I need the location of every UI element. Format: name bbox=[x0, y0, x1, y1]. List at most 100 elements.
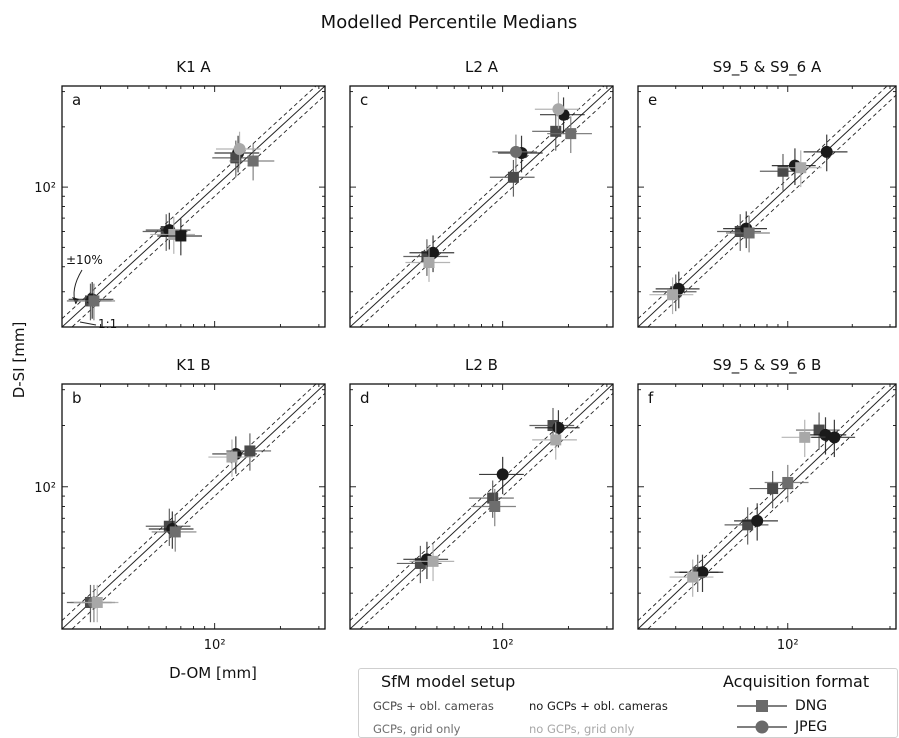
dng-square-marker bbox=[168, 228, 180, 240]
dng-square-marker bbox=[767, 483, 779, 495]
plot-area-c bbox=[350, 86, 613, 327]
plot-area-d bbox=[350, 384, 613, 629]
dng-square-marker bbox=[777, 165, 789, 177]
identity-line bbox=[350, 86, 613, 327]
jpeg-circle-marker bbox=[552, 103, 565, 116]
dng-square-marker bbox=[175, 230, 187, 242]
lower-10pct-line bbox=[71, 94, 325, 327]
jpeg-circle-marker bbox=[552, 421, 565, 434]
panel-title: L2 B bbox=[465, 356, 498, 374]
dng-square-marker bbox=[667, 289, 679, 301]
legend-setup-title: SfM model setup bbox=[381, 672, 516, 691]
y-tick-label: 10² bbox=[34, 181, 56, 196]
panel-f: S9_5 & S9_6 B f 10² bbox=[637, 356, 897, 653]
legend-setup-nogcps-obl: no GCPs + obl. cameras bbox=[529, 699, 668, 713]
legend-setup-gcps-obl: GCPs + obl. cameras bbox=[373, 699, 494, 713]
panel-c: L2 A c bbox=[349, 58, 614, 328]
panel-title: S9_5 & S9_6 B bbox=[713, 356, 822, 375]
panel-letter: e bbox=[648, 91, 657, 109]
jpeg-circle-marker bbox=[751, 514, 764, 527]
dng-square-marker bbox=[550, 434, 562, 446]
dng-square-marker bbox=[91, 596, 103, 608]
jpeg-circle-marker bbox=[509, 145, 522, 158]
dng-square-marker bbox=[226, 451, 238, 463]
legend-setup-nogcps-grid: no GCPs, grid only bbox=[529, 722, 635, 736]
panel-b: K1 B b 10² 10² bbox=[34, 356, 326, 653]
dng-square-marker bbox=[565, 128, 577, 140]
panel-letter: a bbox=[72, 91, 81, 109]
x-tick-label: 10² bbox=[492, 638, 514, 653]
panel-d: L2 B d 10² bbox=[349, 356, 614, 653]
plot-area-f bbox=[638, 384, 896, 629]
upper-10pct-line bbox=[638, 86, 888, 320]
jpeg-circle-marker bbox=[496, 468, 509, 481]
dng-square-marker bbox=[230, 152, 242, 164]
figure-title: Modelled Percentile Medians bbox=[321, 12, 578, 33]
jpeg-circle-marker bbox=[696, 566, 709, 579]
dng-square-marker bbox=[88, 295, 100, 307]
dng-square-marker bbox=[742, 519, 754, 531]
dng-square-marker bbox=[421, 251, 433, 263]
dng-square-marker bbox=[507, 171, 519, 183]
panel-letter: f bbox=[648, 389, 654, 407]
dng-square-marker bbox=[244, 445, 256, 457]
upper-10pct-line bbox=[62, 86, 317, 320]
identity-line bbox=[62, 86, 325, 327]
dng-square-marker bbox=[169, 526, 181, 538]
panel-title: K1 A bbox=[176, 58, 211, 76]
lower-10pct-line bbox=[71, 392, 325, 629]
plot-area-a bbox=[62, 86, 325, 327]
x-axis-label: D-OM [mm] bbox=[169, 664, 257, 682]
jpeg-circle-marker bbox=[233, 143, 246, 156]
dng-square-marker bbox=[734, 226, 746, 238]
plot-area-e bbox=[638, 86, 896, 327]
legend-dng-marker-icon bbox=[737, 700, 787, 712]
dng-square-marker bbox=[813, 424, 825, 436]
panel-title: K1 B bbox=[176, 356, 210, 374]
upper-10pct-line bbox=[62, 384, 317, 621]
dng-square-marker bbox=[247, 155, 259, 167]
dng-square-marker bbox=[795, 162, 807, 174]
panel-letter: d bbox=[360, 389, 370, 407]
legend-jpeg-marker-icon bbox=[737, 720, 787, 734]
dng-square-marker bbox=[687, 571, 699, 583]
dng-square-marker bbox=[743, 227, 755, 239]
panel-letter: b bbox=[72, 389, 82, 407]
dng-square-marker bbox=[782, 476, 794, 488]
dng-square-marker bbox=[489, 501, 501, 512]
band-annotation: ±10% bbox=[66, 253, 103, 267]
panel-a: K1 A a 10² bbox=[34, 58, 326, 328]
plot-area-b bbox=[62, 384, 325, 629]
upper-10pct-line bbox=[350, 86, 605, 320]
dng-square-marker bbox=[487, 492, 499, 504]
y-axis-label: D-SI [mm] bbox=[10, 322, 28, 399]
identity-annotation-arrow bbox=[79, 321, 97, 326]
panel-title: L2 A bbox=[465, 58, 499, 76]
upper-10pct-line bbox=[638, 384, 888, 621]
identity-line bbox=[638, 384, 896, 629]
dng-square-marker bbox=[414, 557, 426, 569]
legend-setup-gcps-grid: GCPs, grid only bbox=[373, 722, 461, 736]
lower-10pct-line bbox=[359, 392, 613, 629]
dng-square-marker bbox=[423, 257, 435, 269]
legend-jpeg-label: JPEG bbox=[795, 719, 828, 735]
jpeg-circle-marker bbox=[427, 246, 440, 259]
lower-10pct-line bbox=[647, 392, 896, 629]
dng-square-marker bbox=[427, 555, 439, 567]
x-tick-label: 10² bbox=[204, 638, 226, 653]
x-tick-label: 10² bbox=[777, 638, 799, 653]
dng-square-marker bbox=[799, 431, 811, 443]
legend-format-title: Acquisition format bbox=[723, 672, 870, 691]
jpeg-circle-marker bbox=[828, 431, 841, 444]
y-tick-label: 10² bbox=[34, 481, 56, 496]
panel-letter: c bbox=[360, 91, 368, 109]
identity-line bbox=[62, 384, 325, 629]
panel-e: S9_5 & S9_6 A e bbox=[637, 58, 897, 328]
dng-square-marker bbox=[550, 125, 562, 137]
jpeg-circle-marker bbox=[820, 145, 833, 158]
legend-dng-label: DNG bbox=[795, 698, 828, 714]
legend: SfM model setup GCPs + obl. cameras no G… bbox=[358, 668, 898, 738]
upper-10pct-line bbox=[350, 384, 605, 621]
panel-title: S9_5 & S9_6 A bbox=[713, 58, 822, 77]
